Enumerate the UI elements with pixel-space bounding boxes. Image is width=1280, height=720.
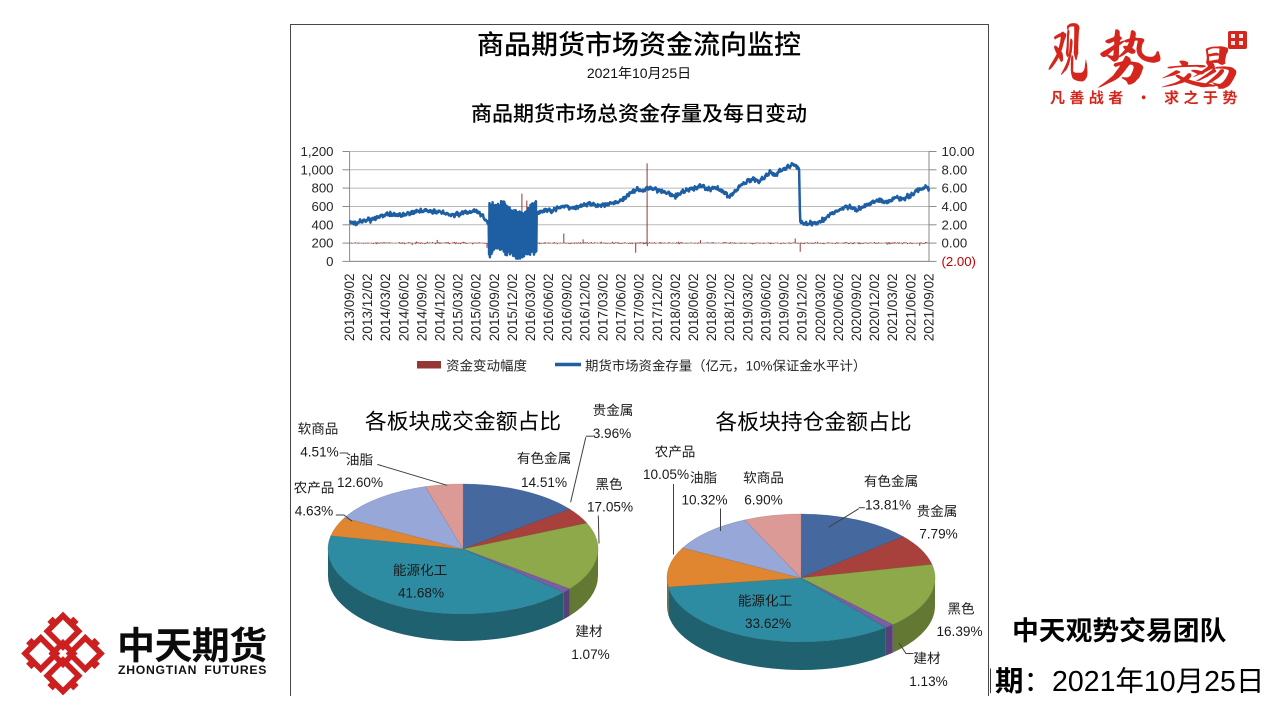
- svg-text:2016/06/02: 2016/06/02: [537, 274, 557, 342]
- svg-text:2019/09/02: 2019/09/02: [773, 274, 793, 342]
- svg-text:有色金属: 有色金属: [864, 470, 918, 490]
- svg-text:农产品: 农产品: [294, 477, 335, 497]
- svg-text:2016/03/02: 2016/03/02: [519, 274, 539, 342]
- svg-text:1.13%: 1.13%: [909, 670, 948, 690]
- svg-text:贵金属: 贵金属: [917, 500, 958, 520]
- svg-text:800: 800: [311, 178, 333, 197]
- svg-text:10.00: 10.00: [942, 141, 975, 160]
- svg-text:资金变动幅度: 资金变动幅度: [446, 355, 527, 375]
- svg-text:1.07%: 1.07%: [571, 643, 610, 663]
- svg-text:2017/03/02: 2017/03/02: [592, 274, 612, 342]
- svg-text:黑色: 黑色: [947, 598, 975, 618]
- svg-text:10.05%: 10.05%: [643, 463, 689, 483]
- svg-text:建材: 建材: [913, 647, 941, 667]
- svg-text:0: 0: [326, 251, 333, 270]
- svg-text:4.00: 4.00: [942, 196, 968, 215]
- svg-text:(2.00): (2.00): [942, 251, 976, 270]
- svg-text:33.62%: 33.62%: [745, 612, 791, 632]
- svg-text:7.79%: 7.79%: [919, 523, 958, 543]
- svg-text:2019/12/02: 2019/12/02: [791, 274, 811, 342]
- svg-text:软商品: 软商品: [298, 418, 339, 438]
- svg-text:2015/12/02: 2015/12/02: [501, 274, 521, 342]
- svg-text:16.39%: 16.39%: [936, 620, 982, 640]
- svg-text:2019/03/02: 2019/03/02: [736, 274, 756, 342]
- svg-text:41.68%: 41.68%: [398, 582, 444, 602]
- svg-text:2019/06/02: 2019/06/02: [754, 274, 774, 342]
- svg-text:6.00: 6.00: [942, 178, 968, 197]
- svg-text:2020/06/02: 2020/06/02: [827, 274, 847, 342]
- svg-text:2015/06/02: 2015/06/02: [465, 274, 485, 342]
- svg-text:13.81%: 13.81%: [865, 494, 911, 514]
- svg-text:2014/03/02: 2014/03/02: [374, 274, 394, 342]
- svg-text:8.00: 8.00: [942, 159, 968, 178]
- svg-text:油脂: 油脂: [346, 449, 374, 469]
- svg-text:软商品: 软商品: [743, 467, 784, 487]
- svg-text:2021/09/02: 2021/09/02: [917, 274, 937, 342]
- svg-text:贵金属: 贵金属: [593, 399, 634, 419]
- svg-text:0.00: 0.00: [942, 233, 968, 252]
- svg-text:2017/09/02: 2017/09/02: [628, 274, 648, 342]
- svg-text:能源化工: 能源化工: [738, 590, 792, 610]
- svg-text:2014/09/02: 2014/09/02: [410, 274, 430, 342]
- svg-text:600: 600: [311, 196, 333, 215]
- svg-text:3.96%: 3.96%: [593, 422, 632, 442]
- svg-text:2018/12/02: 2018/12/02: [718, 274, 738, 342]
- svg-text:2018/06/02: 2018/06/02: [682, 274, 702, 342]
- svg-text:2020/03/02: 2020/03/02: [809, 274, 829, 342]
- svg-text:2.00: 2.00: [942, 214, 968, 233]
- svg-text:6.90%: 6.90%: [744, 489, 783, 509]
- svg-text:期货市场资金存量（亿元，10%保证金水平计）: 期货市场资金存量（亿元，10%保证金水平计）: [585, 355, 866, 375]
- svg-text:14.51%: 14.51%: [521, 471, 567, 491]
- svg-text:2021/03/02: 2021/03/02: [881, 274, 901, 342]
- svg-text:10.32%: 10.32%: [681, 489, 727, 509]
- svg-text:4.51%: 4.51%: [300, 441, 339, 461]
- svg-text:17.05%: 17.05%: [587, 496, 633, 516]
- svg-text:2016/12/02: 2016/12/02: [573, 274, 593, 342]
- svg-text:1,200: 1,200: [300, 141, 333, 160]
- svg-text:2018/03/02: 2018/03/02: [664, 274, 684, 342]
- svg-text:200: 200: [311, 233, 333, 252]
- svg-text:2017/12/02: 2017/12/02: [646, 274, 666, 342]
- svg-text:2021/06/02: 2021/06/02: [899, 274, 919, 342]
- svg-text:农产品: 农产品: [655, 441, 696, 461]
- svg-text:2020/09/02: 2020/09/02: [845, 274, 865, 342]
- svg-text:各板块持仓金额占比: 各板块持仓金额占比: [715, 406, 911, 437]
- svg-text:油脂: 油脂: [690, 467, 718, 487]
- svg-text:建材: 建材: [575, 620, 603, 640]
- svg-text:2013/12/02: 2013/12/02: [356, 274, 376, 342]
- svg-text:2014/12/02: 2014/12/02: [429, 274, 449, 342]
- svg-text:2014/06/02: 2014/06/02: [392, 274, 412, 342]
- svg-text:各板块成交金额占比: 各板块成交金额占比: [365, 405, 561, 436]
- svg-text:2016/09/02: 2016/09/02: [555, 274, 575, 342]
- svg-text:2015/09/02: 2015/09/02: [483, 274, 503, 342]
- svg-text:黑色: 黑色: [595, 473, 623, 493]
- svg-text:2015/03/02: 2015/03/02: [447, 274, 467, 342]
- svg-text:有色金属: 有色金属: [517, 447, 571, 467]
- svg-text:2017/06/02: 2017/06/02: [610, 274, 630, 342]
- svg-text:2013/09/02: 2013/09/02: [338, 274, 358, 342]
- svg-text:能源化工: 能源化工: [393, 559, 447, 579]
- svg-text:2020/12/02: 2020/12/02: [863, 274, 883, 342]
- svg-text:2018/09/02: 2018/09/02: [700, 274, 720, 342]
- svg-text:12.60%: 12.60%: [337, 471, 383, 491]
- svg-text:400: 400: [311, 214, 333, 233]
- svg-text:1,000: 1,000: [300, 159, 333, 178]
- svg-text:4.63%: 4.63%: [295, 500, 334, 520]
